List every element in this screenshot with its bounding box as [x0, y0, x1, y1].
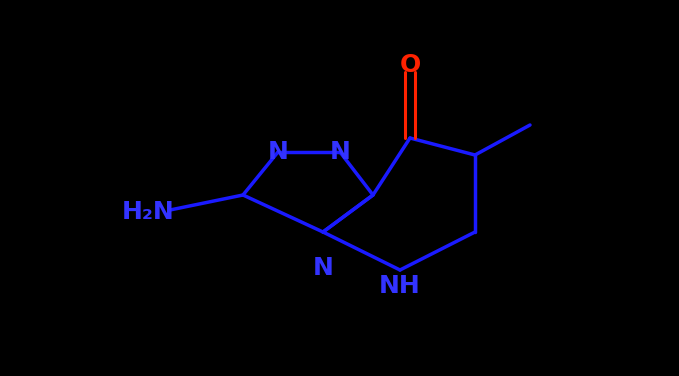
Text: N: N	[329, 140, 350, 164]
Text: O: O	[399, 53, 420, 77]
Text: NH: NH	[379, 274, 421, 298]
Text: N: N	[268, 140, 289, 164]
Text: H₂N: H₂N	[122, 200, 175, 224]
Text: N: N	[312, 256, 333, 280]
